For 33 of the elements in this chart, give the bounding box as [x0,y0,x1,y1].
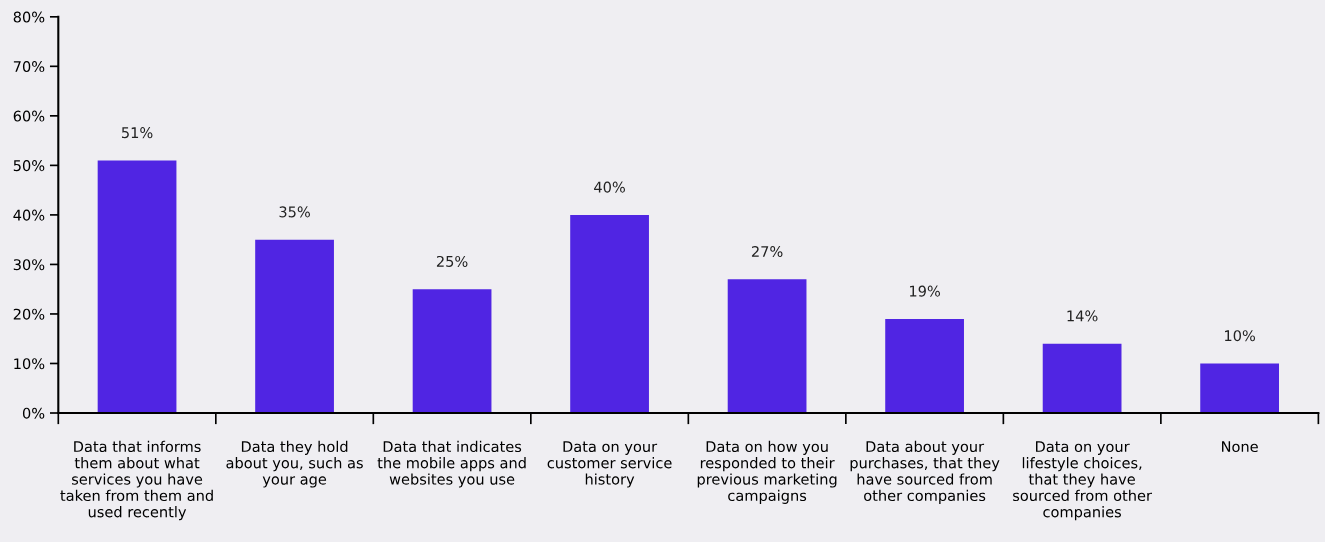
bar [255,239,334,413]
bar [1042,343,1122,413]
x-tick-label: Data they hold about you, such as your age [226,440,363,488]
x-tick-label: Data about your purchases, that they have sourced from other companies [850,440,1000,504]
y-tick-label: 10% [14,358,45,370]
bar [570,214,649,413]
y-tick-label: 50% [13,160,45,172]
x-tick-label: Data that informs them about what services you have taken from them and used recently [60,440,213,521]
x-tick-label: Data that indicates the mobile apps and websites you use [377,440,526,488]
y-tick-label: 80% [13,11,45,23]
data-label: 14% [1067,310,1098,322]
y-tick-label: 0% [22,407,45,419]
bar [97,160,177,413]
x-tick-label: None [1222,441,1258,453]
bar [885,318,964,413]
y-tick-label: 70% [13,61,45,73]
data-label: 51% [121,127,153,139]
x-tick-label: Data on your lifestyle choices, that they have sourced from other companies [1013,441,1152,521]
data-label: 10% [1225,330,1256,342]
bar [412,289,492,413]
data-label: 35% [279,206,310,218]
x-tick-label: Data on your customer service history [547,441,672,488]
y-tick-label: 30% [13,259,45,271]
data-label: 40% [594,181,625,193]
data-label: 19% [910,285,940,297]
bar [1200,363,1279,413]
x-tick-label: Data on how you responded to their previous marketing campaigns [697,440,837,504]
data-label: 27% [751,245,783,258]
y-tick-label: 60% [13,110,45,122]
data-label: 25% [436,255,468,267]
bar [727,279,807,413]
y-tick-label: 20% [13,308,45,320]
y-tick-label: 40% [13,209,45,221]
